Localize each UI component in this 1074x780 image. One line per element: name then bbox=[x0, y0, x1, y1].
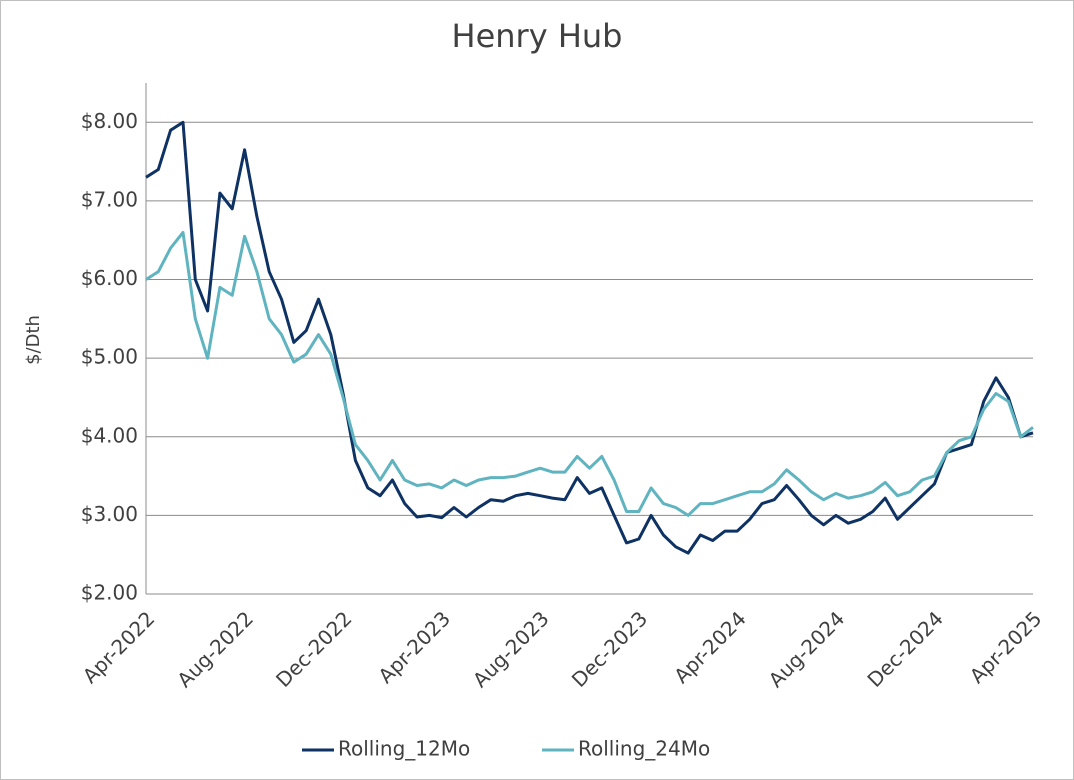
y-tick-label: $7.00 bbox=[81, 187, 138, 211]
y-tick-label: $4.00 bbox=[81, 423, 138, 447]
legend-label: Rolling_12Mo bbox=[338, 737, 470, 761]
line-series bbox=[145, 230, 1034, 517]
y-axis-label: $/Dth bbox=[23, 315, 44, 365]
line-series bbox=[145, 120, 1034, 555]
y-tick-label: $3.00 bbox=[81, 502, 138, 526]
y-tick-label: $2.00 bbox=[81, 581, 138, 605]
chart-title: Henry Hub bbox=[452, 17, 623, 55]
y-tick-label: $5.00 bbox=[81, 345, 138, 369]
y-tick-label: $6.00 bbox=[81, 266, 138, 290]
y-tick-label: $8.00 bbox=[81, 109, 138, 133]
legend-label: Rolling_24Mo bbox=[578, 737, 710, 761]
